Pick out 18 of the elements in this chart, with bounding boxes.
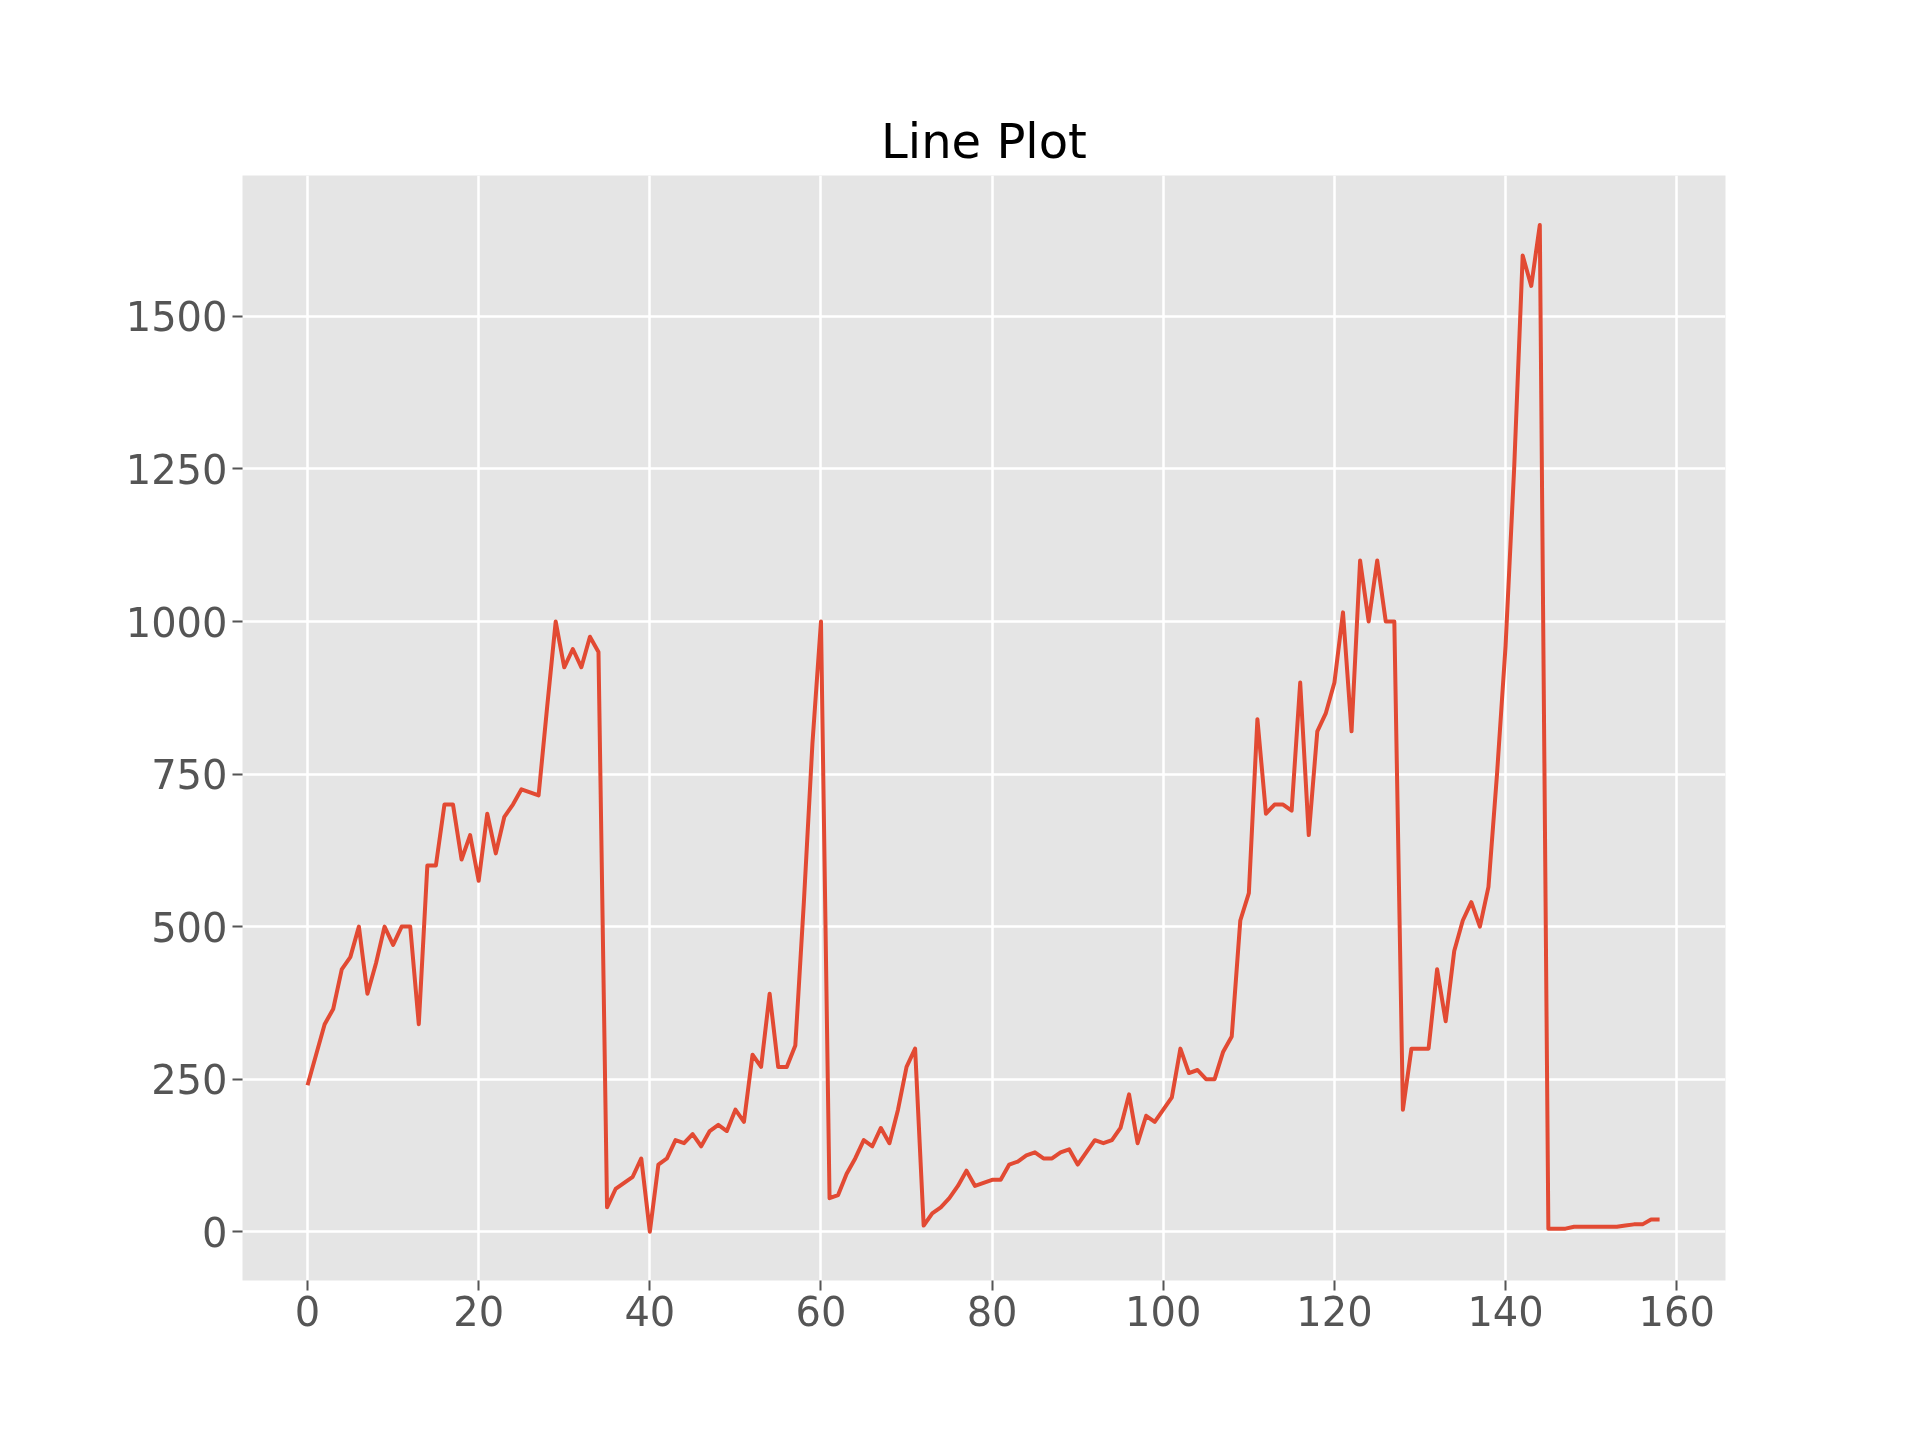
x-tick-label: 60 <box>795 1288 847 1335</box>
y-tick-label: 1000 <box>125 599 228 646</box>
y-tick-label: 1500 <box>125 294 228 341</box>
y-tick-label: 500 <box>151 904 228 951</box>
y-tick-label: 0 <box>202 1209 228 1256</box>
chart-title: Line Plot <box>881 112 1087 169</box>
x-tick-label: 120 <box>1296 1288 1373 1335</box>
x-tick-label: 80 <box>966 1288 1018 1335</box>
y-tick-label: 750 <box>151 752 228 799</box>
x-tick-label: 160 <box>1638 1288 1715 1335</box>
x-tick-label: 20 <box>453 1288 505 1335</box>
y-tick-label: 1250 <box>125 446 228 493</box>
x-tick-label: 140 <box>1467 1288 1544 1335</box>
x-tick-label: 40 <box>624 1288 676 1335</box>
line-series <box>305 222 1662 1234</box>
y-tick-label: 250 <box>151 1057 228 1104</box>
x-tick-label: 0 <box>294 1288 321 1335</box>
x-tick-label: 100 <box>1125 1288 1202 1335</box>
